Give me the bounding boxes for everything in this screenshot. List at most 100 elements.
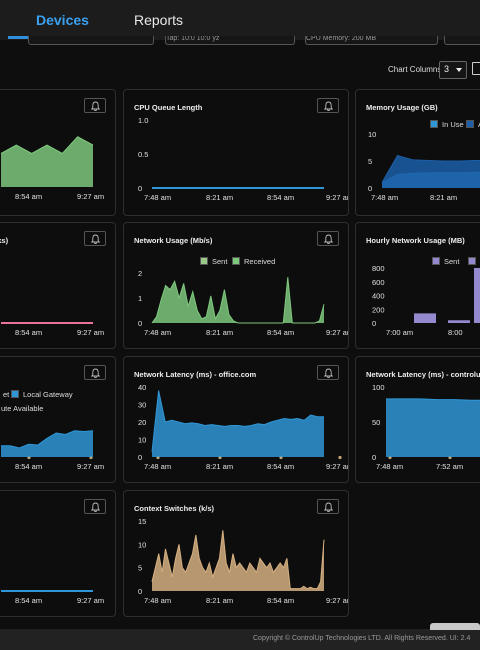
y-tick-label: 0 [138,184,142,193]
y-tick-label: 10 [368,130,376,139]
bell-icon [324,502,333,512]
time-range-filter[interactable]: Tap: 10:0 10:0 yz [165,36,295,45]
chart-plot: 800 600 400 200 0 7:00 am 8:00 [372,264,480,337]
alert-bell-button[interactable] [317,499,339,514]
bell-icon [91,101,100,111]
y-tick-label: 0 [372,319,376,328]
x-tick-label: 9:27 am [326,462,349,471]
legend-item[interactable]: ute Available [1,404,43,413]
filter-dropdown-extra[interactable] [444,36,480,45]
chart-card-disks-partial: isks) 8:54 am 9:27 am [0,222,116,349]
x-tick-label: 9:27 am [326,193,349,202]
chart-title: Memory Usage (GB) [366,103,438,112]
y-tick-label: 30 [138,401,146,410]
y-tick-label: 10 [138,540,146,549]
legend-swatch [432,257,440,265]
legend-label: et [3,390,10,399]
bar-mark[interactable] [474,268,480,323]
x-tick-label: 7:52 am [436,462,463,471]
chart-plot: 8:54 am 9:27 am [1,322,104,337]
series-area[interactable] [1,136,93,187]
chart-card-hourly-network: Hourly Network Usage (MB) Sent R 800 600 400 2… [355,222,480,349]
legend-label: Local Gateway [23,390,73,399]
tab-devices[interactable]: Devices [36,12,89,28]
series-line[interactable] [151,530,325,590]
series-area[interactable] [152,277,324,323]
x-tick-label: 9:27 am [77,192,104,201]
tab-reports[interactable]: Reports [134,12,184,28]
chart-plot: 1.0 0.5 07:48 am 8:21 am 8:54 am 9:27 am [138,116,349,202]
legend-label: Received [244,257,276,266]
legend-swatch [232,257,240,265]
alert-bell-button[interactable] [84,231,106,246]
series-line[interactable] [1,430,94,449]
bell-icon [91,234,100,244]
series-line[interactable] [0,136,94,155]
chart-title: isks) [0,236,9,245]
y-tick-label: 10 [138,436,146,445]
y-tick-label: 400 [372,292,385,301]
series-line[interactable] [386,398,480,401]
filter-dropdown[interactable] [28,36,154,45]
legend-item[interactable]: Sent [200,257,227,266]
series-line[interactable] [381,155,480,183]
alert-bell-button[interactable] [84,499,106,514]
y-tick-label: 100 [372,383,385,392]
chart-columns-value: 3 [444,64,450,74]
chart-card-bottom-left-partial: 8:54 am 9:27 am [0,490,116,617]
legend-item[interactable]: A [466,120,480,129]
chart-plot: 10 5 07:48 am 8:21 am [368,130,480,202]
series-area[interactable] [386,398,480,457]
chart-plot: 8:54 am 9:27 am [1,430,104,471]
legend-item[interactable]: R [468,257,480,266]
cpu-memory-filter[interactable]: CPU Memory: 200 MB [305,36,438,45]
series-area[interactable] [382,155,480,188]
y-tick-label: 0 [368,184,372,193]
alert-bell-button[interactable] [317,231,339,246]
x-tick-label: 8:21 am [206,193,233,202]
chart-plot: 8:54 am 9:27 am [0,136,104,201]
legend-item[interactable]: In Use [430,120,464,129]
bell-icon [91,368,100,378]
alert-bell-button[interactable] [84,365,106,380]
alert-bell-button[interactable] [317,98,339,113]
series-line[interactable] [151,390,324,452]
bar-mark[interactable] [414,313,436,323]
legend-label: Sent [212,257,228,266]
y-tick-label: 5 [368,157,372,166]
x-tick-label: 8:21 am [206,328,233,337]
y-tick-label: 1.0 [138,116,148,125]
series-line[interactable] [151,277,325,324]
x-tick-label: 9:27 am [77,462,104,471]
legend-item[interactable]: Sent [432,257,459,266]
copyright-text: Copyright © ControlUp Technologies LTD. … [253,635,471,642]
series-area[interactable] [1,430,93,457]
legend-item[interactable]: Received [232,257,275,266]
feedback-tab[interactable] [430,623,480,630]
alert-bell-button[interactable] [84,98,106,113]
legend-swatch [468,257,476,265]
y-tick-label: 0 [138,453,142,462]
y-tick-label: 20 [138,418,146,427]
legend-swatch [200,257,208,265]
x-tick-label: 7:48 am [144,596,171,605]
chart-title: CPU Queue Length [134,103,203,112]
series-area[interactable] [152,390,324,458]
chart-plot: 8:54 am 9:27 am [1,590,104,605]
chart-columns-select[interactable]: 3 [439,61,467,79]
chart-title: Context Switches (k/s) [134,504,215,513]
footer: Copyright © ControlUp Technologies LTD. … [0,629,480,650]
alert-bell-button[interactable] [317,365,339,380]
legend-item[interactable]: Local Gateway [11,390,73,399]
chart-plot: 15 10 5 07:48 am 8:21 am 8:54 am 9:27 am [138,517,348,605]
x-tick-label: 8:54 am [267,328,294,337]
chart-card-disk-partial: 8:54 am 9:27 am [0,89,116,216]
x-tick-label: 8:54 am [15,192,42,201]
y-tick-label: 0.5 [138,150,148,159]
legend-item[interactable]: et [0,390,9,399]
calendar-icon[interactable] [472,62,480,75]
series-area[interactable] [152,530,324,591]
bar-mark[interactable] [448,320,470,323]
bell-icon [324,368,333,378]
y-tick-label: 800 [372,264,385,273]
